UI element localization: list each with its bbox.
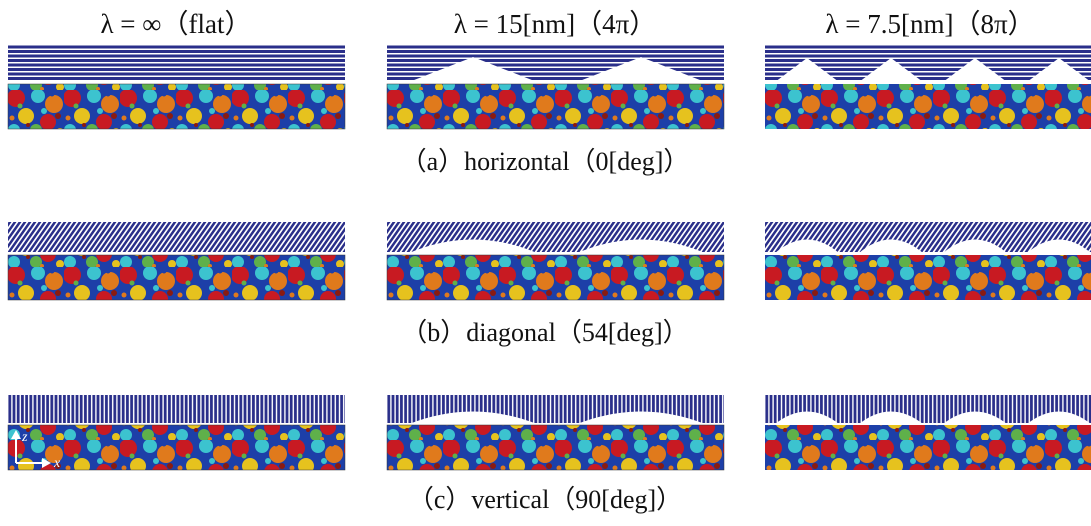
- column-header: λ = 7.5[nm]（8π）: [825, 9, 1034, 39]
- panel: [386, 395, 725, 471]
- panel: [7, 222, 346, 301]
- axis-icon: [11, 430, 51, 468]
- row-caption: （b）diagonal（54[deg]）: [401, 318, 688, 347]
- column-header: λ = 15[nm]（4π）: [454, 9, 656, 39]
- panel: [386, 222, 725, 301]
- axis-label: x: [53, 456, 61, 471]
- panel: [7, 45, 346, 130]
- panel: z x: [7, 395, 346, 471]
- row-caption: （c）vertical（90[deg]）: [408, 485, 682, 514]
- column-header: λ = ∞（flat）: [100, 9, 251, 39]
- panel: [765, 395, 1091, 470]
- panel: [386, 45, 725, 130]
- panel: [765, 222, 1091, 300]
- panel: [765, 45, 1091, 129]
- axis-label: z: [21, 430, 28, 445]
- row-caption: （a）horizontal（0[deg]）: [401, 147, 690, 176]
